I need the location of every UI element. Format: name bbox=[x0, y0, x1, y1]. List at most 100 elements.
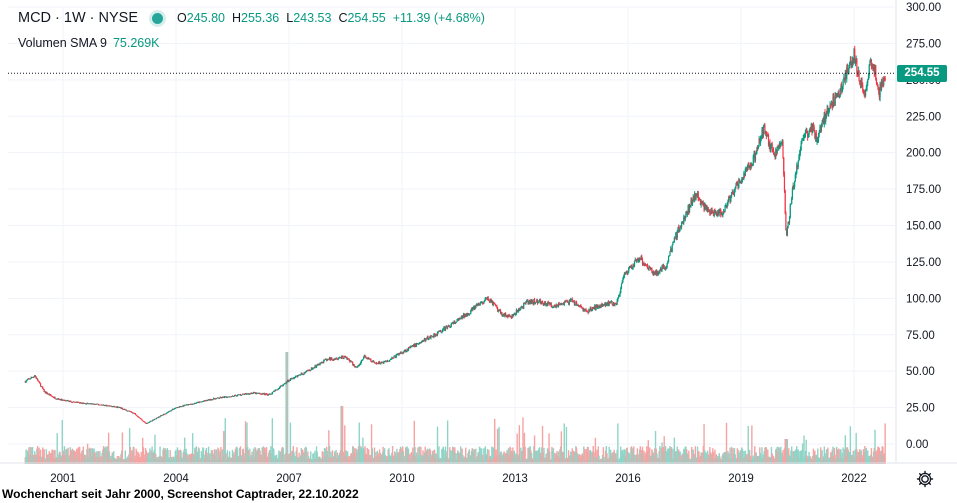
candle-body bbox=[36, 378, 38, 380]
candle-body bbox=[856, 59, 858, 73]
volume-bar bbox=[364, 446, 366, 464]
volume-bar bbox=[658, 451, 660, 464]
volume-bar bbox=[188, 454, 190, 464]
volume-bar bbox=[165, 454, 168, 464]
candle-body bbox=[359, 363, 361, 365]
candle-body bbox=[92, 403, 95, 405]
volume-bar bbox=[555, 453, 557, 464]
volume-bar bbox=[113, 451, 115, 464]
gear-icon[interactable] bbox=[915, 469, 935, 489]
candle-body bbox=[423, 340, 425, 342]
volume-bar bbox=[610, 455, 613, 464]
volume-bar bbox=[775, 449, 777, 464]
volume-bar bbox=[246, 422, 248, 464]
volume-bar bbox=[475, 456, 478, 464]
volume-bar bbox=[551, 451, 554, 464]
volume-bar bbox=[283, 459, 286, 464]
volume-bar bbox=[802, 459, 804, 464]
volume-bar bbox=[583, 448, 586, 464]
candle-body bbox=[182, 405, 184, 407]
volume-bar bbox=[522, 417, 524, 464]
candle-body bbox=[389, 359, 391, 362]
volume-legend[interactable]: Volumen SMA 9 75.269K bbox=[18, 36, 160, 50]
volume-bar bbox=[259, 450, 261, 464]
volume-bar bbox=[370, 424, 373, 464]
volume-bar bbox=[759, 447, 761, 464]
volume-bar bbox=[66, 450, 69, 464]
candle-body bbox=[588, 309, 590, 313]
candle-body bbox=[681, 223, 683, 228]
volume-bar bbox=[374, 455, 376, 464]
volume-bar bbox=[561, 451, 563, 464]
volume-bar bbox=[582, 455, 584, 464]
candle-body bbox=[162, 414, 164, 416]
volume-bar bbox=[291, 450, 294, 464]
volume-bar bbox=[385, 459, 387, 464]
volume-bar bbox=[608, 446, 610, 464]
candle-body bbox=[724, 205, 726, 212]
candle-body bbox=[304, 372, 306, 374]
volume-bar bbox=[512, 447, 514, 464]
volume-bar bbox=[813, 451, 815, 464]
volume-bar bbox=[565, 427, 568, 464]
volume-bar bbox=[483, 455, 486, 464]
volume-bar bbox=[396, 453, 399, 464]
candle-body bbox=[428, 336, 431, 339]
candle-body bbox=[302, 374, 305, 376]
volume-bar bbox=[596, 449, 598, 464]
candle-body bbox=[770, 143, 773, 146]
volume-bar bbox=[194, 449, 197, 464]
candle-body bbox=[782, 141, 784, 158]
candle-body bbox=[56, 398, 58, 400]
open-key: O bbox=[177, 11, 187, 25]
volume-bar bbox=[423, 452, 426, 464]
volume-bar bbox=[266, 456, 268, 464]
volume-bar bbox=[882, 454, 885, 464]
candle-body bbox=[100, 404, 102, 406]
volume-bar bbox=[88, 448, 90, 464]
candle-body bbox=[153, 419, 155, 421]
candle-body bbox=[554, 306, 557, 308]
volume-bar bbox=[864, 449, 867, 464]
volume-bar bbox=[775, 448, 778, 464]
candle-body bbox=[717, 210, 719, 216]
volume-bar bbox=[68, 457, 70, 464]
candle-body bbox=[580, 305, 582, 307]
candle-body bbox=[199, 401, 201, 403]
volume-bar bbox=[476, 456, 479, 464]
volume-bar bbox=[804, 456, 806, 464]
candle-body bbox=[46, 392, 48, 394]
candle-body bbox=[506, 315, 508, 317]
volume-bar bbox=[592, 446, 594, 464]
candle-body bbox=[801, 139, 804, 141]
candle-body bbox=[431, 336, 434, 337]
candle-body bbox=[821, 122, 823, 127]
candle-body bbox=[630, 266, 632, 268]
candle-body bbox=[277, 388, 279, 390]
volume-bar bbox=[628, 453, 631, 464]
candle-body bbox=[26, 380, 28, 381]
volume-bar bbox=[641, 449, 643, 464]
volume-bar bbox=[662, 452, 665, 464]
candle-body bbox=[87, 403, 89, 404]
candle-body bbox=[842, 79, 844, 87]
candle-body bbox=[273, 391, 276, 392]
candle-body bbox=[286, 381, 288, 383]
candle-body bbox=[808, 131, 810, 135]
candle-body bbox=[789, 204, 791, 218]
time-axis[interactable]: 2001 2004 2007 2010 2013 2016 2019 2022 bbox=[0, 462, 957, 485]
candle-body bbox=[884, 78, 886, 81]
candle-body bbox=[762, 128, 764, 137]
symbol-label[interactable]: MCD · 1W · NYSE bbox=[18, 10, 139, 26]
volume-bar bbox=[825, 449, 828, 464]
candle-body bbox=[684, 217, 686, 221]
candle-body bbox=[449, 325, 451, 328]
candle-body bbox=[541, 301, 544, 304]
candle-body bbox=[281, 385, 283, 387]
candle-body bbox=[446, 325, 448, 329]
volume-bar bbox=[349, 454, 352, 464]
volume-bar bbox=[225, 453, 227, 464]
volume-bar bbox=[867, 450, 869, 464]
volume-bar bbox=[525, 459, 527, 464]
